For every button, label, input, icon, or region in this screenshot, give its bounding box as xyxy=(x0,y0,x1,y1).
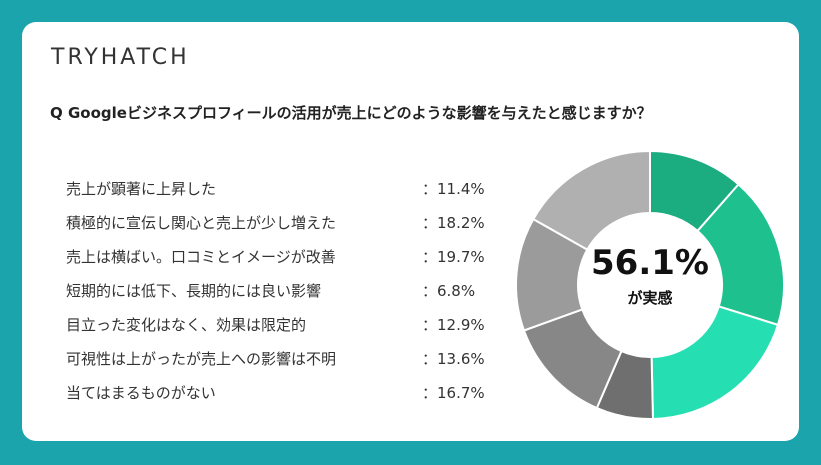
answer-value: ：13.6% xyxy=(422,350,485,368)
answer-label: 売上が顕著に上昇した xyxy=(66,180,217,198)
answer-label: 当てはまるものがない xyxy=(66,384,216,402)
answer-label: 目立った変化はなく、効果は限定的 xyxy=(66,316,307,334)
answer-label: 短期的には低下、長期的には良い影響 xyxy=(66,282,322,300)
question-title: Q Googleビジネスプロフィールの活用が売上にどのような影響を与えたと感じま… xyxy=(50,104,652,122)
answer-row: 売上が顕著に上昇した ：11.4% xyxy=(66,172,486,206)
donut-hole xyxy=(578,213,722,357)
answer-label: 売上は横ばい。口コミとイメージが改善 xyxy=(66,248,336,266)
answer-row: 積極的に宣伝し関心と売上が少し増えた ：18.2% xyxy=(66,206,486,240)
answer-row: 当てはまるものがない ：16.7% xyxy=(66,376,486,410)
answer-row: 目立った変化はなく、効果は限定的 ：12.9% xyxy=(66,308,486,342)
answer-list: 売上が顕著に上昇した ：11.4% 積極的に宣伝し関心と売上が少し増えた ：18… xyxy=(66,172,486,410)
donut-chart: 56.1% が実感 xyxy=(505,145,795,425)
answer-label: 可視性は上がったが売上への影響は不明 xyxy=(66,350,337,368)
brand-logo: TRYHATCH xyxy=(51,45,190,70)
answer-value: ：12.9% xyxy=(422,316,485,334)
answer-value: ：19.7% xyxy=(422,248,485,266)
answer-value: ：6.8% xyxy=(422,282,476,300)
summary-label: が実感 xyxy=(627,289,673,307)
answer-value: ：11.4% xyxy=(422,180,485,198)
answer-row: 売上は横ばい。口コミとイメージが改善 ：19.7% xyxy=(66,240,486,274)
survey-card: TRYHATCH Q Googleビジネスプロフィールの活用が売上にどのような影… xyxy=(22,22,799,441)
answer-row: 短期的には低下、長期的には良い影響 ：6.8% xyxy=(66,274,486,308)
summary-value: 56.1% xyxy=(591,243,709,283)
answer-value: ：18.2% xyxy=(422,214,485,232)
answer-row: 可視性は上がったが売上への影響は不明 ：13.6% xyxy=(66,342,486,376)
answer-label: 積極的に宣伝し関心と売上が少し増えた xyxy=(66,214,337,232)
donut-svg xyxy=(515,149,785,420)
answer-value: ：16.7% xyxy=(422,384,485,402)
